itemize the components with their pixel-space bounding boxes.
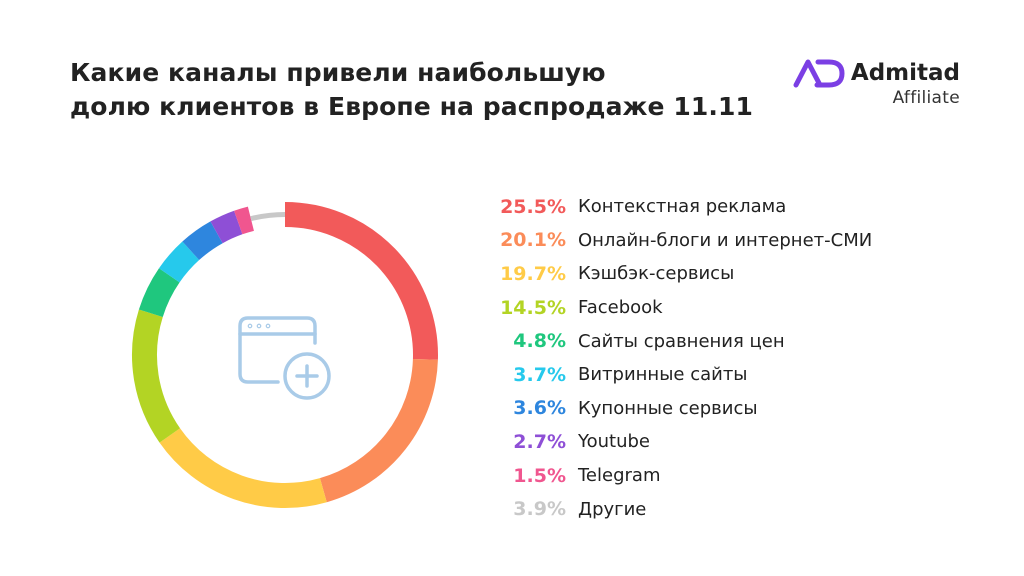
brand-subtitle: Affiliate — [892, 88, 960, 108]
legend-item: 20.1% Онлайн-блоги и интернет-СМИ — [494, 224, 872, 258]
donut-chart — [132, 202, 438, 508]
legend-percent: 20.1% — [500, 229, 566, 252]
admitad-logo-icon — [793, 59, 845, 88]
legend-percent: 25.5% — [500, 195, 566, 218]
donut-slice-7 — [210, 210, 243, 244]
brand-row: Admitad — [793, 58, 960, 88]
donut-slice-2 — [159, 428, 327, 508]
donut-slice-8 — [234, 206, 255, 235]
brand-logo: Admitad Affiliate — [793, 58, 960, 108]
legend-percent: 19.7% — [500, 262, 566, 285]
legend-item: 1.5% Telegram — [494, 459, 872, 493]
brand-name: Admitad — [850, 60, 960, 86]
legend-item: 2.7% Youtube — [494, 425, 872, 459]
legend-item: 19.7% Кэшбэк-сервисы — [494, 257, 872, 291]
legend-label: Купонные сервисы — [578, 397, 758, 419]
legend-item: 25.5% Контекстная реклама — [494, 190, 872, 224]
legend-percent: 3.6% — [513, 397, 566, 420]
title-line-1: Какие каналы привели наибольшую — [70, 58, 606, 87]
legend-percent: 3.7% — [513, 363, 566, 386]
legend-percent: 14.5% — [500, 296, 566, 319]
donut-slice-5 — [159, 241, 200, 283]
legend-percent: 3.9% — [513, 498, 566, 521]
legend-percent: 1.5% — [513, 464, 566, 487]
legend-label: Кэшбэк-сервисы — [578, 263, 735, 285]
legend-label: Telegram — [578, 465, 661, 487]
legend-percent: 2.7% — [513, 430, 566, 453]
legend-item: 3.9% Другие — [494, 492, 872, 526]
browser-window-add-icon — [238, 316, 331, 400]
legend-label: Сайты сравнения цен — [578, 330, 785, 352]
legend-label: Facebook — [578, 297, 663, 319]
donut-slice-9 — [250, 212, 286, 222]
legend-label: Контекстная реклама — [578, 196, 787, 218]
legend-label: Онлайн-блоги и интернет-СМИ — [578, 229, 873, 251]
donut-slice-6 — [182, 221, 223, 261]
legend-label: Youtube — [578, 431, 650, 453]
donut-slice-3 — [132, 309, 181, 443]
legend-item: 14.5% Facebook — [494, 291, 872, 325]
legend-percent: 4.8% — [513, 330, 566, 353]
legend-label: Витринные сайты — [578, 364, 748, 386]
legend-item: 3.7% Витринные сайты — [494, 358, 872, 392]
donut-slice-4 — [138, 268, 180, 318]
chart-legend: 25.5% Контекстная реклама 20.1% Онлайн-блог… — [494, 190, 872, 526]
legend-label: Другие — [578, 498, 647, 520]
title-line-2: долю клиентов в Европе на распродаже 11.… — [70, 92, 753, 121]
legend-item: 3.6% Купонные сервисы — [494, 392, 872, 426]
legend-item: 4.8% Сайты сравнения цен — [494, 324, 872, 358]
donut-slice-1 — [319, 358, 438, 503]
donut-slice-0 — [284, 202, 438, 360]
chart-title: Какие каналы привели наибольшую долю кли… — [70, 56, 753, 124]
donut-slices — [132, 202, 438, 508]
